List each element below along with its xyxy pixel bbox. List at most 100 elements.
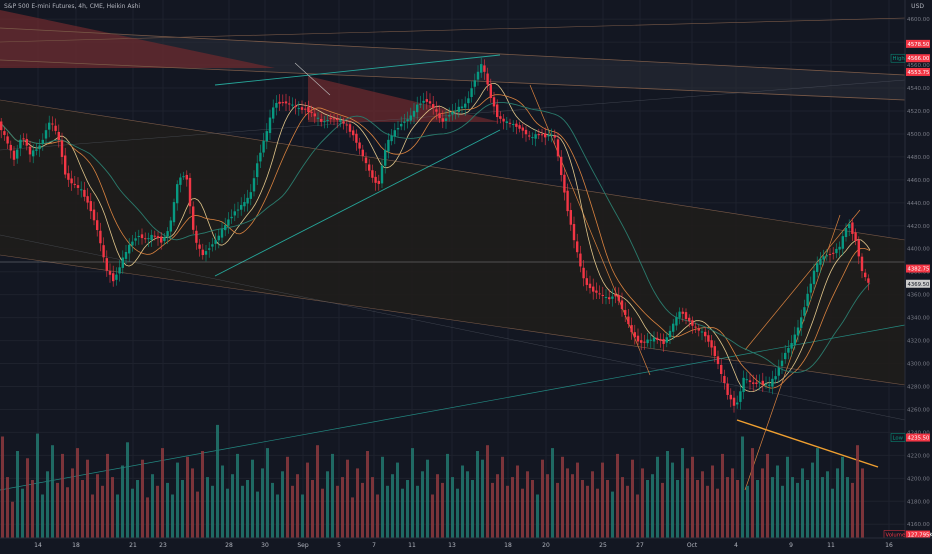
volume-bar <box>501 457 504 538</box>
candle-body <box>538 134 540 135</box>
candle-body <box>195 231 197 243</box>
candle-body <box>531 137 533 138</box>
candle-body <box>730 395 732 400</box>
volume-bar <box>106 454 109 538</box>
volume-bar <box>756 480 759 538</box>
candle-body <box>205 251 207 255</box>
candle-body <box>698 329 700 331</box>
candle-body <box>160 237 162 243</box>
candle-body <box>624 310 626 315</box>
candle-body <box>787 348 789 353</box>
volume-bar <box>761 468 764 538</box>
candle-body <box>218 236 220 241</box>
volume-bar <box>346 460 349 538</box>
volume-bar <box>56 483 59 538</box>
volume-bar <box>301 495 304 539</box>
candle-body <box>61 140 63 157</box>
volume-bar <box>446 454 449 538</box>
candle-body <box>758 382 760 383</box>
volume-bar <box>726 477 729 538</box>
candle-body <box>154 236 156 237</box>
candle-body <box>470 88 472 97</box>
candle-body <box>454 110 456 111</box>
candle-body <box>282 102 284 103</box>
candle-body <box>694 327 696 328</box>
volume-bar <box>691 457 694 538</box>
candle-body <box>288 103 290 104</box>
volume-bar <box>831 489 834 538</box>
candle-body <box>822 256 824 259</box>
candle-body <box>445 118 447 121</box>
candle-body <box>851 222 853 234</box>
price-tick-label: 4460.00 <box>907 178 930 184</box>
candle-body <box>170 221 172 232</box>
candle-body <box>58 132 60 140</box>
volume-bar <box>351 497 354 538</box>
candle-body <box>672 324 674 332</box>
volume-bar <box>86 460 89 538</box>
volume-bar <box>16 451 19 538</box>
candle-body <box>816 263 818 272</box>
time-tick-label: 18 <box>504 542 512 549</box>
candle-body <box>749 380 751 382</box>
volume-bar <box>656 457 659 538</box>
volume-bar <box>31 480 34 538</box>
candle-body <box>534 134 536 138</box>
price-axis[interactable]: 4600.004580.004560.004540.004520.004500.… <box>905 0 932 550</box>
candle-body <box>16 150 18 159</box>
candle-body <box>547 135 549 136</box>
candle-body <box>365 157 367 163</box>
volume-bar <box>536 495 539 539</box>
candle-body <box>243 202 245 206</box>
volume-bar <box>466 471 469 538</box>
currency-label[interactable]: USD <box>911 3 924 10</box>
candle-body <box>768 385 770 386</box>
candle-body <box>854 232 856 240</box>
candle-body <box>490 84 492 98</box>
candle-body <box>557 139 559 156</box>
candle-body <box>246 198 248 204</box>
time-tick-label: 11 <box>827 542 835 549</box>
volume-bar <box>1 437 4 539</box>
candle-body <box>688 318 690 321</box>
price-tick-label: 4220.00 <box>907 453 930 459</box>
price-tick-label: 4180.00 <box>907 499 930 505</box>
volume-bar <box>401 489 404 538</box>
volume-bar <box>651 474 654 538</box>
candle-body <box>198 245 200 249</box>
candle-body <box>51 124 53 125</box>
volume-bar <box>96 474 99 538</box>
volume-bar <box>136 480 139 538</box>
candle-body <box>419 104 421 105</box>
volume-bar <box>51 445 54 538</box>
candle-body <box>397 128 399 129</box>
volume-bar <box>571 474 574 538</box>
candle-body <box>346 124 348 125</box>
candle-body <box>106 258 108 271</box>
volume-bar <box>211 486 214 538</box>
candle-body <box>653 338 655 342</box>
candle-body <box>211 244 213 246</box>
candle-body <box>826 255 828 256</box>
volume-bar <box>751 448 754 538</box>
volume-bar <box>251 460 254 538</box>
candle-body <box>710 340 712 347</box>
time-tick-label: 20 <box>542 542 550 549</box>
chart-title: S&P 500 E-mini Futures, 4h, CME, Heikin … <box>4 3 140 10</box>
candle-body <box>627 317 629 325</box>
time-tick-label: 4 <box>734 542 738 549</box>
volume-bar <box>266 448 269 538</box>
volume-bar <box>186 457 189 538</box>
candle-body <box>10 145 12 151</box>
volume-bar <box>771 477 774 538</box>
volume-bar <box>546 474 549 538</box>
volume-bar <box>686 468 689 538</box>
candle-body <box>662 339 664 344</box>
volume-bar <box>46 471 49 538</box>
candle-body <box>707 335 709 341</box>
candle-body <box>554 136 556 138</box>
price-label-text: 4382.75 <box>908 267 930 273</box>
